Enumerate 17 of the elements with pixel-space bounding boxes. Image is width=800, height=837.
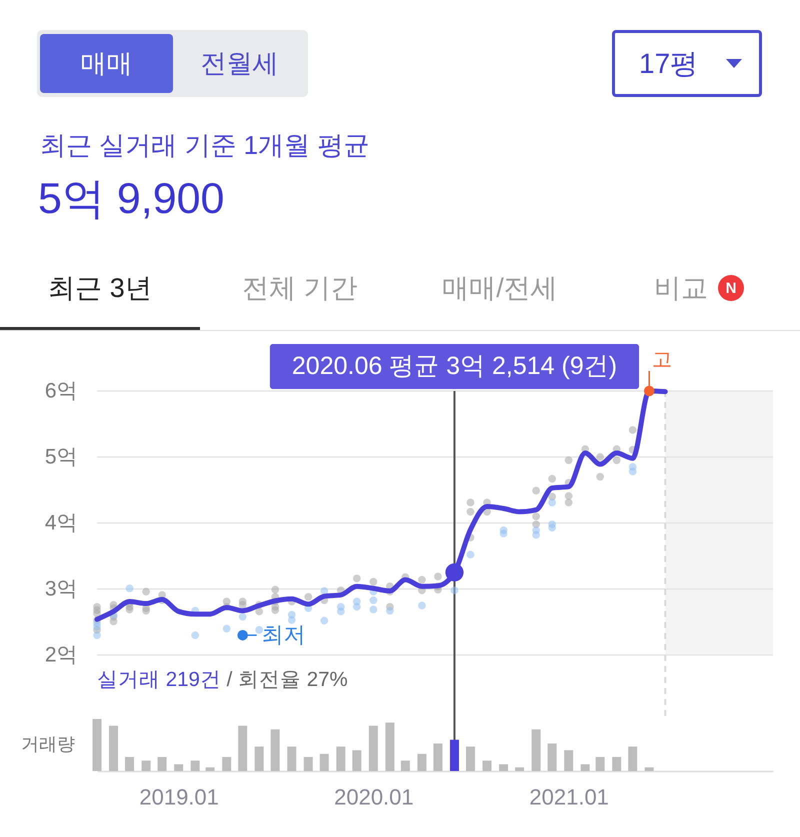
legend-label: 최저: [262, 622, 306, 648]
y-tick-label: 3억: [44, 578, 78, 600]
ref-line-label: 2020.06 평균 3억 2,514 (9건): [292, 352, 618, 380]
y-tick-label: 2억: [44, 644, 78, 666]
badge: N: [718, 275, 744, 301]
series-label: 고: [652, 349, 672, 371]
y-tick-label: 5억: [44, 446, 78, 468]
text: / 회전율 27%: [226, 668, 348, 691]
x-tick-label: 2021.01: [529, 784, 609, 810]
text: 실거래 219건: [97, 668, 221, 691]
y-tick-label: 4억: [44, 512, 78, 534]
text: 최근 실거래 기준 1개월 평균: [40, 129, 370, 161]
x-tick-label: 2019.01: [139, 784, 219, 810]
text: 5억 9,900: [38, 174, 224, 224]
y-axis-title: 거래량: [21, 734, 75, 754]
x-tick-label: 2020.01: [334, 784, 414, 810]
y-tick-label: 6억: [44, 380, 78, 402]
